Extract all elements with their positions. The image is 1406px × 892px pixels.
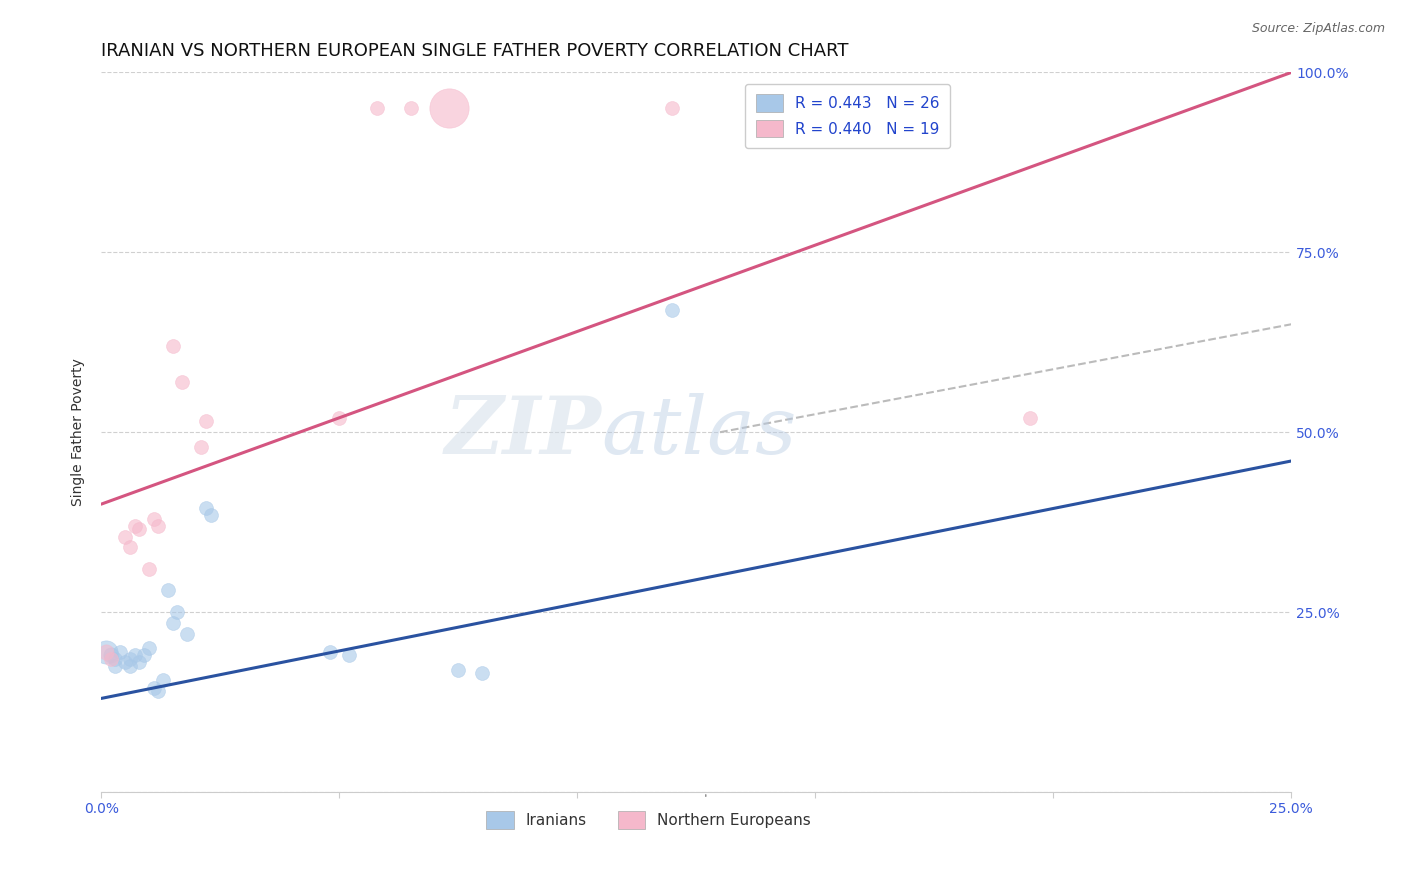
Point bbox=[447, 663, 470, 677]
Point bbox=[128, 656, 150, 670]
Point bbox=[194, 500, 217, 515]
Point bbox=[176, 626, 198, 640]
Point bbox=[110, 645, 132, 659]
Point bbox=[94, 645, 117, 659]
Point bbox=[138, 641, 160, 656]
Point bbox=[152, 673, 174, 688]
Text: atlas: atlas bbox=[600, 393, 796, 471]
Point bbox=[114, 529, 136, 543]
Point bbox=[138, 562, 160, 576]
Point bbox=[328, 410, 350, 425]
Point bbox=[100, 648, 122, 663]
Point bbox=[366, 102, 388, 116]
Point bbox=[661, 302, 683, 317]
Point bbox=[132, 648, 155, 663]
Point bbox=[148, 684, 170, 698]
Text: IRANIAN VS NORTHERN EUROPEAN SINGLE FATHER POVERTY CORRELATION CHART: IRANIAN VS NORTHERN EUROPEAN SINGLE FATH… bbox=[101, 42, 849, 60]
Point bbox=[118, 659, 141, 673]
Point bbox=[399, 102, 422, 116]
Legend: Iranians, Northern Europeans: Iranians, Northern Europeans bbox=[479, 805, 817, 835]
Point bbox=[172, 375, 194, 389]
Point bbox=[124, 518, 146, 533]
Point bbox=[162, 339, 184, 353]
Text: ZIP: ZIP bbox=[444, 393, 600, 471]
Point bbox=[142, 681, 165, 695]
Point bbox=[156, 583, 179, 598]
Point bbox=[319, 645, 342, 659]
Point bbox=[162, 615, 184, 630]
Point bbox=[471, 666, 494, 681]
Point bbox=[190, 440, 212, 454]
Point bbox=[142, 511, 165, 525]
Point bbox=[100, 652, 122, 666]
Point bbox=[148, 518, 170, 533]
Point bbox=[194, 414, 217, 428]
Point bbox=[104, 652, 127, 666]
Point bbox=[124, 648, 146, 663]
Point bbox=[118, 541, 141, 555]
Point bbox=[128, 522, 150, 536]
Y-axis label: Single Father Poverty: Single Father Poverty bbox=[72, 359, 86, 506]
Point bbox=[94, 645, 117, 659]
Point bbox=[166, 605, 188, 619]
Text: Source: ZipAtlas.com: Source: ZipAtlas.com bbox=[1251, 22, 1385, 36]
Point bbox=[661, 102, 683, 116]
Point bbox=[104, 659, 127, 673]
Point bbox=[437, 102, 460, 116]
Point bbox=[1018, 410, 1040, 425]
Point bbox=[114, 656, 136, 670]
Point bbox=[337, 648, 360, 663]
Point bbox=[200, 508, 222, 522]
Point bbox=[118, 652, 141, 666]
